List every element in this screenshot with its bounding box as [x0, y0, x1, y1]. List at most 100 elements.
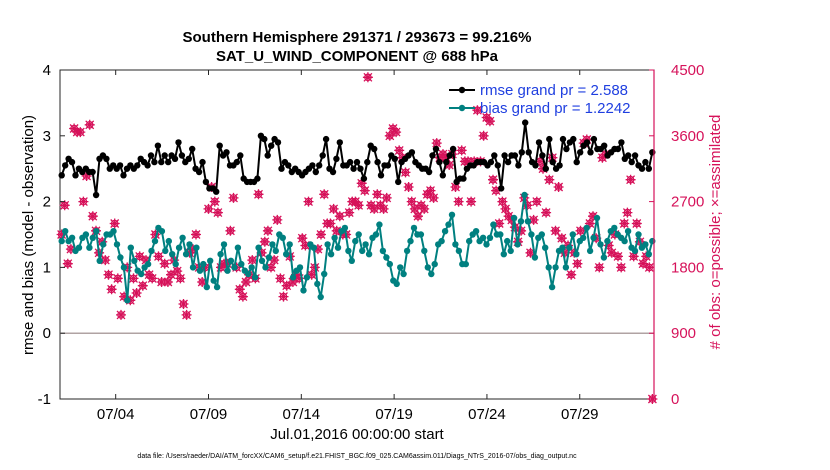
- bias-point: [421, 247, 428, 255]
- rmse-point: [333, 155, 340, 162]
- obs-assimilated-cross: [453, 196, 464, 207]
- obs-marker: [381, 192, 392, 203]
- obs-marker: [212, 207, 223, 218]
- obs-assimilated-cross: [378, 203, 389, 214]
- rmse-point: [171, 155, 179, 162]
- bias-point: [217, 251, 224, 258]
- bias-point: [548, 283, 556, 291]
- bias-point: [68, 234, 76, 241]
- rmse-point: [89, 168, 96, 176]
- bias-point: [590, 234, 597, 241]
- bias-point: [255, 244, 262, 251]
- obs-assimilated-cross: [253, 189, 264, 200]
- obs-assimilated-cross: [159, 258, 170, 269]
- obs-marker: [275, 273, 286, 284]
- obs-assimilated-cross: [431, 138, 442, 149]
- bias-point: [507, 247, 514, 255]
- rmse-point: [154, 142, 162, 149]
- obs-assimilated-cross: [622, 207, 633, 218]
- bias-point: [566, 244, 573, 251]
- bias-point: [310, 244, 317, 251]
- obs-assimilated-cross: [78, 196, 89, 207]
- rmse-point: [432, 145, 440, 153]
- rmse-point: [72, 172, 79, 179]
- rmse-point: [631, 152, 639, 159]
- rmse-point: [377, 172, 385, 179]
- rmse-point: [583, 139, 591, 146]
- rmse-point: [436, 158, 443, 166]
- bias-point: [113, 241, 121, 248]
- x-tick-label: 07/09: [190, 406, 228, 423]
- obs-assimilated-cross: [237, 291, 248, 302]
- obs-marker: [556, 233, 567, 244]
- rmse-point: [573, 158, 580, 166]
- obs-assimilated-cross: [353, 200, 364, 211]
- rmse-point: [274, 139, 282, 146]
- rmse-point: [429, 152, 436, 159]
- obs-marker: [106, 284, 117, 295]
- obs-marker: [484, 116, 495, 127]
- obs-marker: [456, 145, 467, 156]
- obs-marker: [87, 211, 98, 222]
- bias-point: [504, 237, 511, 245]
- bias-point: [438, 237, 445, 245]
- right-tick-label: 3600: [671, 128, 704, 145]
- bias-point: [144, 260, 152, 268]
- rmse-point: [391, 155, 398, 162]
- rmse-point: [134, 162, 141, 169]
- obs-assimilated-cross: [344, 207, 355, 218]
- rmse-point: [223, 149, 230, 156]
- bias-point: [227, 257, 235, 264]
- rmse-point: [58, 172, 65, 179]
- x-axis-ticks: 07/04 07/09 07/14 07/19 07/24 07/29: [97, 70, 599, 423]
- rmse-point: [364, 158, 371, 166]
- bias-point: [151, 237, 159, 245]
- obs-count-markers: [56, 72, 658, 404]
- bias-point: [583, 224, 590, 232]
- bias-point: [455, 247, 463, 255]
- rmse-point: [559, 135, 567, 143]
- left-tick-label: 2: [43, 194, 51, 211]
- rmse-point: [357, 165, 364, 172]
- obs-assimilated-cross: [109, 218, 120, 229]
- legend-rmse-marker: [458, 86, 466, 94]
- obs-marker: [325, 218, 336, 229]
- rmse-point: [628, 158, 635, 166]
- rmse-point: [216, 142, 223, 149]
- obs-marker: [272, 214, 283, 225]
- bias-point: [296, 264, 304, 271]
- obs-marker: [116, 309, 126, 320]
- rmse-point: [202, 178, 210, 186]
- obs-assimilated-cross: [372, 189, 383, 200]
- rmse-point: [329, 168, 337, 176]
- rmse-point: [116, 162, 124, 169]
- bias-point: [490, 221, 497, 228]
- rmse-point: [195, 168, 203, 176]
- bias-point: [248, 264, 255, 271]
- bias-point: [500, 251, 507, 258]
- bias-point: [193, 244, 200, 251]
- bias-point: [428, 270, 435, 278]
- bias-point: [127, 244, 134, 251]
- rmse-series: [58, 119, 656, 199]
- obs-marker: [428, 192, 439, 203]
- rmse-point: [408, 149, 416, 156]
- bias-point: [593, 214, 601, 222]
- obs-marker: [319, 189, 330, 200]
- bias-point: [172, 260, 179, 268]
- bias-point: [359, 247, 366, 255]
- obs-assimilated-cross: [128, 273, 139, 284]
- bias-point: [317, 293, 324, 301]
- bias-point: [580, 234, 587, 241]
- rmse-point: [577, 149, 584, 156]
- obs-assimilated-cross: [316, 229, 326, 240]
- bias-point: [86, 244, 93, 251]
- bias-point: [621, 237, 628, 245]
- obs-assimilated-cross: [616, 262, 627, 273]
- left-tick-label: 3: [43, 128, 51, 145]
- obs-assimilated-cross: [456, 145, 467, 156]
- obs-assimilated-cross: [319, 189, 330, 200]
- chart-subtitle: SAT_U_WIND_COMPONENT @ 688 hPa: [216, 48, 499, 65]
- bias-point: [472, 228, 480, 235]
- obs-assimilated-cross: [156, 277, 167, 287]
